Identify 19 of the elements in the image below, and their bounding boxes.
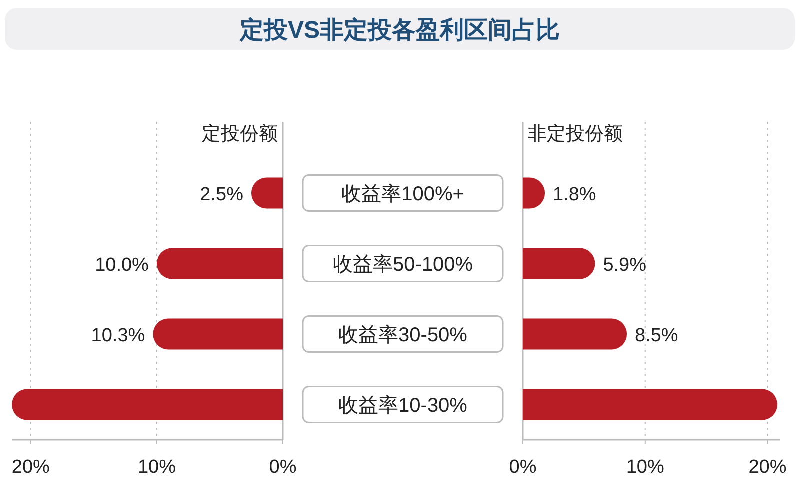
y-tick-label: 收益率100%+ bbox=[342, 183, 464, 206]
data-label: 8.5% bbox=[635, 325, 678, 346]
data-label: 1.8% bbox=[553, 184, 596, 206]
data-label: 5.9% bbox=[603, 254, 647, 276]
y-tick-label: 收益率30-50% bbox=[338, 324, 468, 346]
x-tick-label: 0% bbox=[509, 457, 537, 478]
x-tick-label: 20% bbox=[12, 457, 50, 478]
data-label: 10.0% bbox=[95, 254, 150, 276]
chart-subtitle: 非定投份额 bbox=[528, 123, 623, 145]
x-tick-label: 0% bbox=[269, 457, 297, 478]
x-tick-label: 10% bbox=[626, 457, 664, 478]
data-label: 10.3% bbox=[91, 325, 146, 346]
y-tick-label: 收益率10-30% bbox=[338, 394, 468, 417]
x-tick-label: 10% bbox=[138, 457, 176, 478]
x-tick-label: 20% bbox=[748, 457, 787, 478]
y-tick-label: 收益率50-100% bbox=[332, 254, 474, 276]
text: 定投VS非定投各盈利区间占比 bbox=[238, 17, 560, 44]
data-label: 2.5% bbox=[200, 184, 244, 206]
chart-subtitle: 定投份额 bbox=[202, 123, 278, 145]
